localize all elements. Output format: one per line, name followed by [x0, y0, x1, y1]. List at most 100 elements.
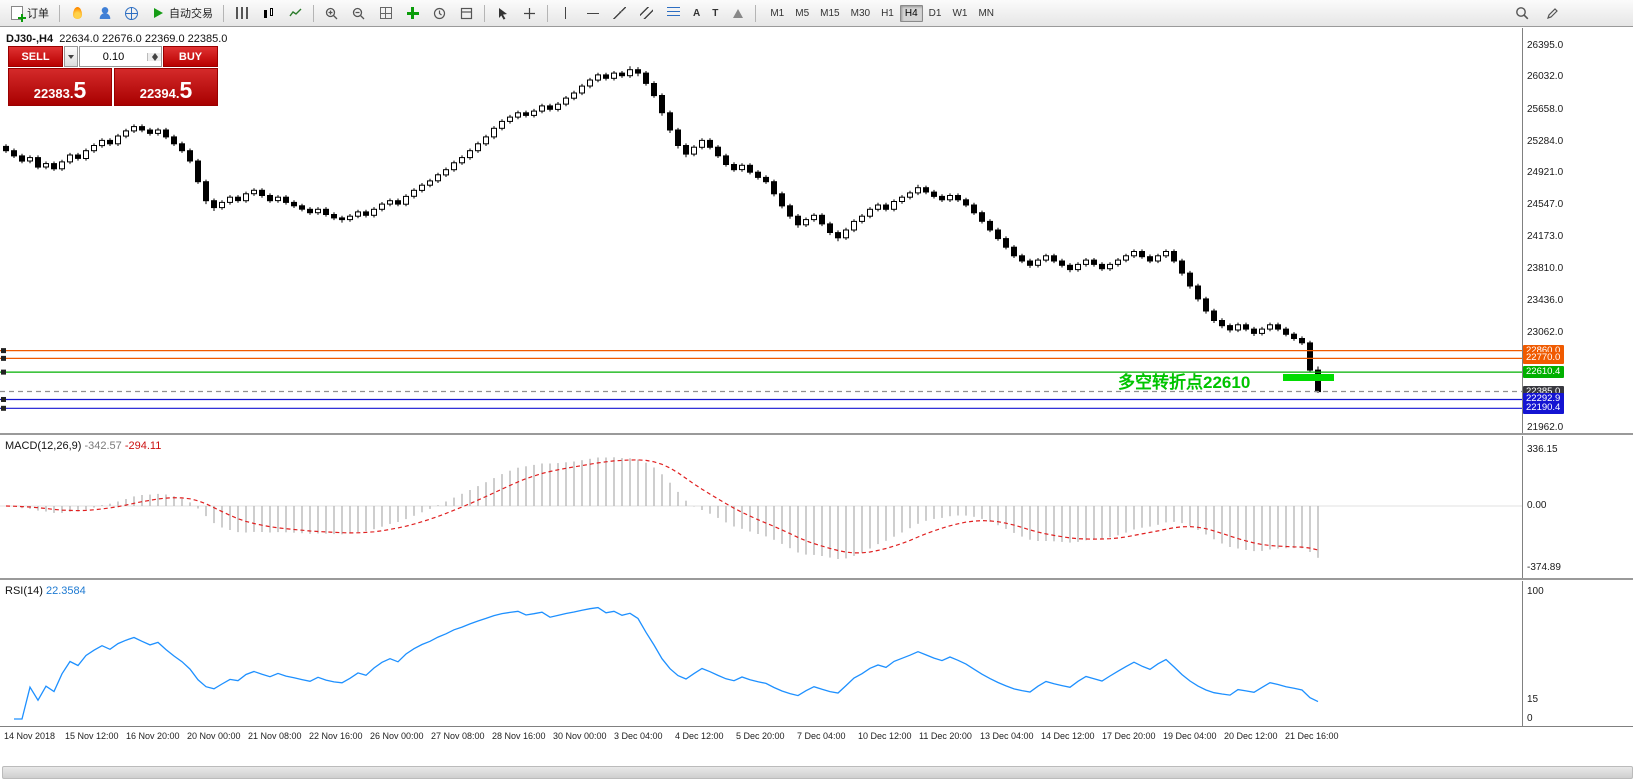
chart-info: DJ30-,H4 22634.0 22676.0 22369.0 22385.0: [6, 33, 227, 45]
time-axis-label: 14 Nov 2018: [4, 731, 56, 741]
new-order-label: 订单: [27, 8, 49, 20]
sell-price-pips: 5: [73, 77, 87, 103]
timeframe-button-m5[interactable]: M5: [795, 7, 810, 19]
navigator-button[interactable]: [92, 2, 117, 25]
timeframe-button-h1[interactable]: H1: [881, 7, 894, 19]
price-axis-label: 25284.0: [1527, 136, 1564, 147]
price-axis-label: 23062.0: [1527, 327, 1564, 338]
panel-separator[interactable]: [0, 433, 1633, 436]
macd-panel: MACD(12,26,9) -342.57 -294.11: [0, 437, 1522, 578]
trendline-tool[interactable]: [607, 2, 632, 25]
macd-label: MACD(12,26,9) -342.57 -294.11: [5, 440, 161, 452]
time-axis-label: 19 Dec 04:00: [1163, 731, 1217, 741]
time-axis[interactable]: 14 Nov 2018 15 Nov 12:00 16 Nov 20:00 20 No…: [0, 726, 1633, 745]
time-axis-label: 20 Dec 12:00: [1224, 731, 1278, 741]
data-window-button[interactable]: [119, 2, 144, 25]
timeframe-button-m1[interactable]: M1: [770, 7, 785, 19]
one-click-trading-panel: SELL 0.10 BUY 22383. 5 22394.: [8, 46, 218, 106]
zoom-in-button[interactable]: [319, 2, 344, 25]
price-axis-label: 24921.0: [1527, 167, 1564, 178]
timeframe-button-w1[interactable]: W1: [952, 7, 968, 19]
timeframe-toolbar: M1 M5 M15 M30 H1 H4 D1 W1 MN: [765, 4, 999, 22]
search-icon: [1514, 6, 1529, 21]
price-axis-label: 25658.0: [1527, 104, 1564, 115]
sell-price-main: 22383.: [33, 86, 74, 101]
toolbar-separator: [59, 4, 60, 22]
templates-button[interactable]: [454, 2, 479, 25]
chart-candles-button[interactable]: [256, 2, 281, 25]
macd-name: MACD(12,26,9): [5, 440, 82, 452]
panel-separator[interactable]: [0, 578, 1633, 581]
clock-icon: [432, 6, 447, 21]
volume-up-button[interactable]: [148, 52, 161, 57]
macd-main-value: -342.57: [84, 440, 122, 452]
price-axis-label: 23436.0: [1527, 295, 1564, 306]
price-axis-label: 24173.0: [1527, 231, 1564, 242]
channel-tool[interactable]: [634, 2, 659, 25]
buy-button[interactable]: BUY: [163, 46, 218, 67]
sell-button[interactable]: SELL: [8, 46, 63, 67]
chart-line-button[interactable]: [283, 2, 308, 25]
tile-windows-button[interactable]: [373, 2, 398, 25]
time-axis-label: 16 Nov 20:00: [126, 731, 180, 741]
cursor-arrow-icon: [495, 6, 510, 21]
horizontal-line-tool[interactable]: [580, 2, 605, 25]
volume-field[interactable]: 0.10: [79, 46, 162, 67]
rsi-canvas[interactable]: [0, 582, 1522, 724]
bar-chart-icon: [234, 6, 249, 21]
zoom-out-button[interactable]: [346, 2, 371, 25]
time-axis-label: 28 Nov 16:00: [492, 731, 546, 741]
candlestick-series: [3, 66, 1321, 393]
timeframe-button-d1[interactable]: D1: [928, 7, 942, 19]
text-tool[interactable]: A: [688, 2, 705, 25]
periods-button[interactable]: [427, 2, 452, 25]
macd-axis-label: 0.00: [1527, 500, 1547, 511]
auto-trading-play-icon: [151, 6, 166, 21]
time-axis-label: 30 Nov 00:00: [553, 731, 607, 741]
indicators-button[interactable]: [400, 2, 425, 25]
sell-price-button[interactable]: 22383. 5: [8, 68, 112, 106]
fibonacci-tool[interactable]: [661, 2, 686, 25]
bottom-strip: [2, 766, 1633, 779]
main-chart-canvas[interactable]: [0, 28, 1522, 433]
main-toolbar: 订单 自动交易: [0, 0, 1633, 27]
vertical-line-tool[interactable]: [553, 2, 578, 25]
timeframe-button-mn[interactable]: MN: [978, 7, 995, 19]
candlestick-chart-icon: [261, 6, 276, 21]
rsi-name: RSI(14): [5, 585, 43, 597]
time-axis-label: 14 Dec 12:00: [1041, 731, 1095, 741]
timeframe-button-m30[interactable]: M30: [850, 7, 871, 19]
price-tag: 22610.4: [1523, 366, 1565, 378]
chart-bars-button[interactable]: [229, 2, 254, 25]
cursor-button[interactable]: [490, 2, 515, 25]
buy-price-button[interactable]: 22394. 5: [114, 68, 218, 106]
auto-trading-button[interactable]: 自动交易: [146, 2, 218, 25]
crosshair-button[interactable]: [517, 2, 542, 25]
shapes-tool[interactable]: [725, 2, 750, 25]
rsi-axis-label: 100: [1527, 586, 1544, 597]
toolbar-separator: [547, 4, 548, 22]
time-axis-label: 15 Nov 12:00: [65, 731, 119, 741]
main-chart-panel: DJ30-,H4 22634.0 22676.0 22369.0 22385.0…: [0, 28, 1522, 433]
time-axis-label: 5 Dec 20:00: [736, 731, 785, 741]
volume-down-button[interactable]: [148, 56, 161, 61]
edit-button[interactable]: [1540, 2, 1565, 25]
timeframe-button-h4[interactable]: H4: [899, 4, 923, 22]
templates-icon: [459, 6, 474, 21]
market-watch-icon: [70, 6, 85, 21]
turning-point-annotation: 多空转折点22610: [1118, 373, 1251, 392]
horizontal-line-icon: [585, 6, 600, 21]
buy-price-main: 22394.: [139, 86, 180, 101]
timeframe-button-m15[interactable]: M15: [820, 7, 840, 19]
macd-canvas[interactable]: [0, 437, 1522, 578]
market-watch-button[interactable]: [65, 2, 90, 25]
volume-value: 0.10: [102, 50, 125, 63]
new-order-button[interactable]: 订单: [4, 2, 54, 25]
pencil-icon: [1545, 6, 1560, 21]
toolbar-separator: [223, 4, 224, 22]
label-tool[interactable]: T: [707, 2, 723, 25]
volume-dropdown-button[interactable]: [64, 46, 78, 67]
search-button[interactable]: [1509, 2, 1534, 25]
time-axis-label: 22 Nov 16:00: [309, 731, 363, 741]
price-axis-label: 26032.0: [1527, 71, 1564, 82]
